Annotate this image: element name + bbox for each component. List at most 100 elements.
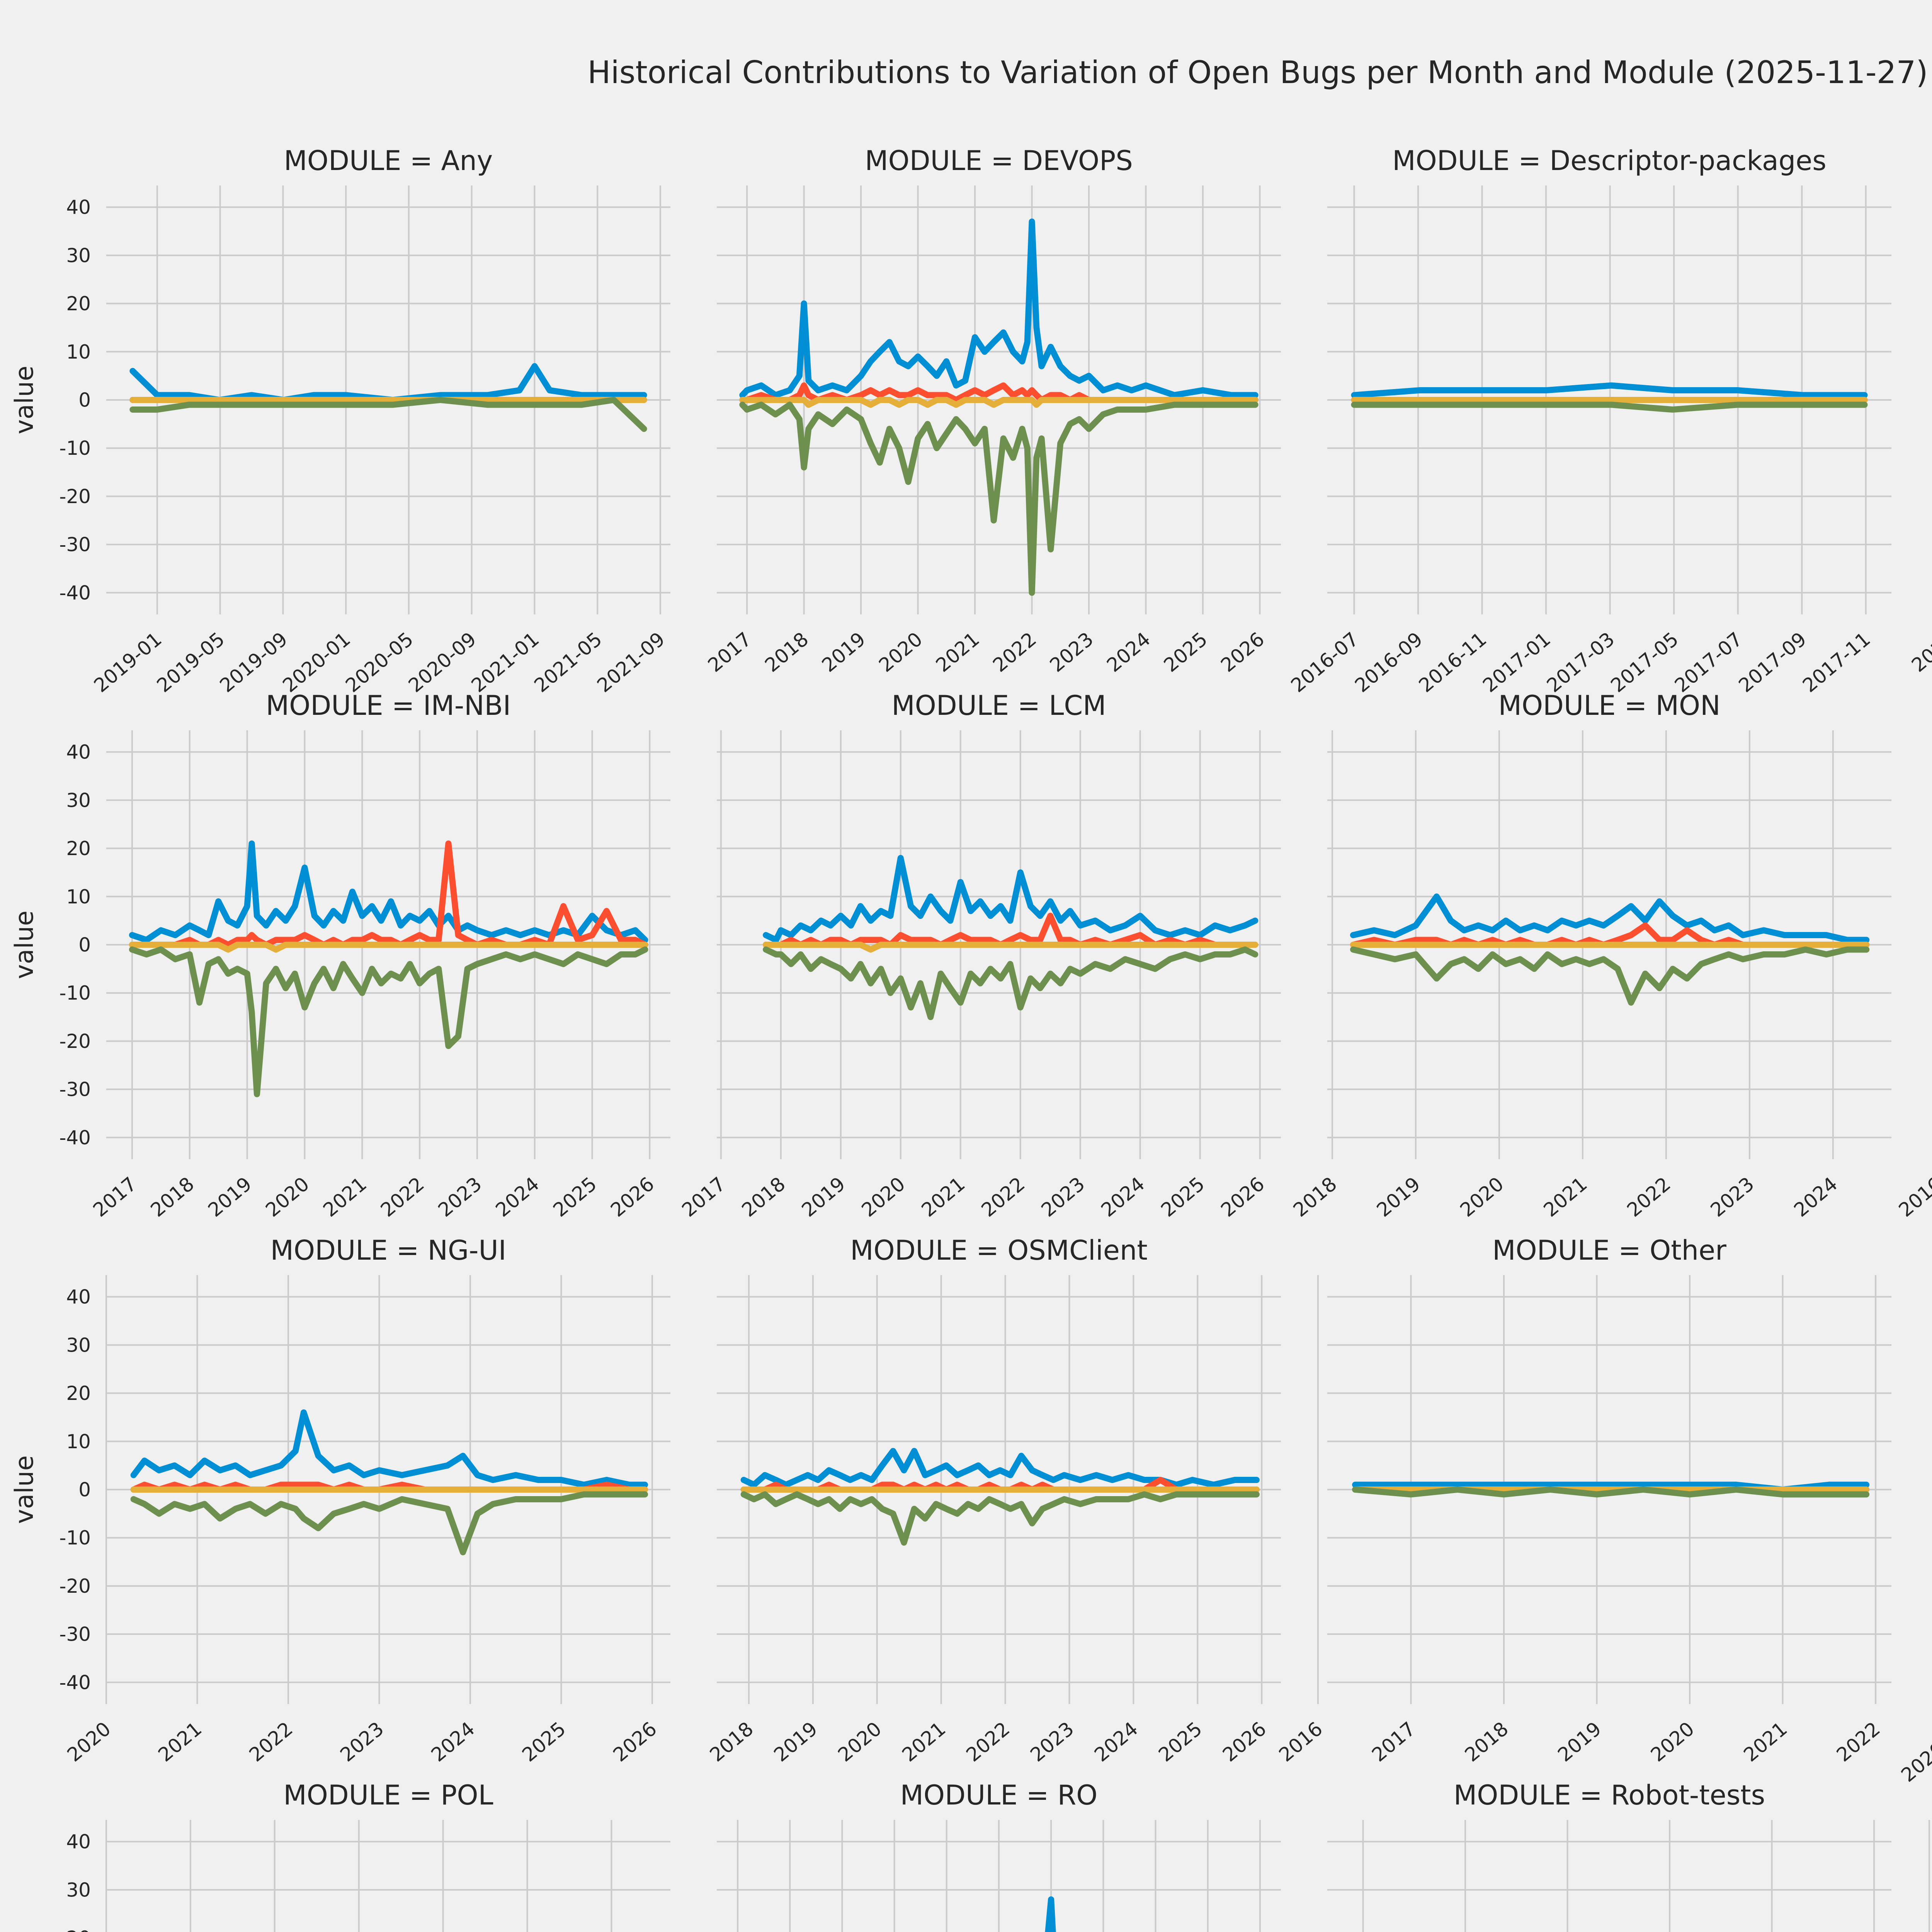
series-OPENED	[1351, 382, 1868, 398]
x-tick-label: 2021	[154, 1718, 206, 1766]
x-tick-label: 2020	[261, 1173, 313, 1221]
y-tick-label: -40	[59, 1126, 91, 1149]
x-tick-label: 2026	[1218, 1718, 1270, 1766]
y-tick-label: -30	[59, 1623, 91, 1646]
x-tick-label: 2023	[1026, 1718, 1078, 1766]
series-CLOSED	[129, 946, 648, 1097]
y-tick-label: 30	[66, 1334, 91, 1356]
series-CLOSED	[1351, 401, 1868, 413]
x-tick-label: 2021	[319, 1173, 371, 1221]
facet-Any: 2019-012019-052019-092020-012020-052020-…	[10, 145, 670, 697]
x-tick-label: 2019	[1372, 1173, 1425, 1221]
facet-OSMClient: 2018 2019 2020 2021 2022 2023 2024 2025 2026 MODU…	[706, 1235, 1281, 1766]
x-tick-label: 2022	[1832, 1718, 1884, 1766]
y-tick-label: 20	[66, 1927, 91, 1932]
series-OPENED	[129, 840, 648, 943]
y-tick-label: 30	[66, 789, 91, 811]
facet-title: MODULE = OSMClient	[850, 1235, 1148, 1266]
y-axis-label: value	[10, 910, 39, 979]
series-CLOSED	[129, 397, 647, 432]
x-tick-label: 2025	[1160, 628, 1212, 677]
y-tick-label: 0	[78, 934, 91, 956]
x-tick-label: 2018	[706, 1718, 758, 1766]
x-tick-label: 2024	[1097, 1173, 1149, 1221]
x-tick-label: 2022	[962, 1718, 1014, 1766]
x-tick-label: 2019	[770, 1718, 822, 1766]
x-tick-label: 2020-07	[1897, 1718, 1932, 1787]
x-tick-label: 2021-01	[467, 628, 543, 697]
x-tick-label: 2017	[89, 1173, 141, 1221]
series-CLOSED	[739, 401, 1259, 596]
facet-title: MODULE = NG-UI	[270, 1235, 507, 1266]
x-tick-label: 2020-09	[404, 628, 480, 697]
series-CLOSED	[130, 1491, 648, 1556]
series-FALSE_CLOSED	[763, 942, 1259, 953]
x-tick-label: 2020	[1646, 1718, 1699, 1766]
x-tick-label: 2021	[898, 1718, 950, 1766]
y-tick-label: -20	[59, 1575, 91, 1597]
x-tick-label: 2019	[818, 628, 870, 677]
facet-NG-UI: 2020 2021 2022 2023 2024 2025 2026 MODULE = NG-…	[10, 1235, 670, 1766]
y-tick-label: 20	[66, 837, 91, 860]
y-tick-label: -20	[59, 485, 91, 508]
y-tick-label: -30	[59, 1078, 91, 1101]
y-tick-label: 20	[66, 1382, 91, 1405]
x-tick-label: 2017-01	[1478, 628, 1554, 697]
series-CLOSED	[763, 946, 1259, 1020]
y-tick-label: 10	[66, 886, 91, 908]
x-tick-label: 2025	[549, 1173, 601, 1221]
y-tick-label: 40	[66, 741, 91, 764]
x-tick-label: 2016	[1895, 1173, 1932, 1221]
facet-title: MODULE = RO	[900, 1779, 1098, 1811]
facet-title: MODULE = POL	[283, 1779, 493, 1811]
facet-LCM: 2017 2018 2019 2020 2021 2022 2023 2024 2025 2026…	[678, 690, 1281, 1221]
x-tick-label: 2023	[1706, 1173, 1759, 1221]
x-tick-label: 2020-01	[279, 628, 355, 697]
x-tick-label: 2026	[1217, 1173, 1269, 1221]
x-tick-label: 2023	[1037, 1173, 1089, 1221]
y-tick-label: -40	[59, 1671, 91, 1694]
x-tick-label: 2019	[1554, 1718, 1606, 1766]
x-tick-label: 2021-05	[530, 628, 606, 697]
x-tick-label: 2020	[857, 1173, 910, 1221]
x-tick-label: 2026	[1216, 628, 1269, 677]
series-FALSE_CLOSED	[739, 397, 1259, 408]
x-tick-label: 2020	[875, 628, 927, 677]
x-tick-label: 2016	[1275, 1718, 1327, 1766]
x-tick-label: 2017-11	[1798, 628, 1874, 697]
x-tick-label: 2018	[761, 628, 813, 677]
x-tick-label: 2023	[336, 1718, 388, 1766]
x-tick-label: 2025	[1154, 1718, 1206, 1766]
x-tick-label: 2023	[434, 1173, 486, 1221]
facet-PLA: 2020-072020-102021-012021-042021-072021-…	[1897, 1718, 1932, 1787]
y-tick-label: 0	[78, 389, 91, 412]
x-tick-label: 2022	[977, 1173, 1029, 1221]
x-tick-label: 2017-05	[1607, 628, 1683, 697]
x-tick-label: 2017-07	[1670, 628, 1747, 697]
x-tick-label: 2024	[1102, 628, 1155, 677]
y-tick-label: 20	[66, 293, 91, 315]
series-OPENED	[740, 1448, 1260, 1488]
x-tick-label: 2016	[1907, 628, 1932, 677]
x-tick-label: 2019-05	[153, 628, 229, 697]
x-tick-label: 2020	[1456, 1173, 1508, 1221]
figure-title: Historical Contributions to Variation of…	[587, 54, 1928, 90]
x-tick-label: 2026	[609, 1718, 661, 1766]
x-tick-label: 2017-09	[1735, 628, 1811, 697]
facet-Descriptor-packages: 2016-072016-092016-112017-012017-032017-…	[1287, 145, 1891, 697]
x-tick-label: 2024	[492, 1173, 544, 1221]
series-CLOSED	[740, 1491, 1260, 1546]
y-tick-label: 10	[66, 341, 91, 363]
x-tick-label: 2023	[1046, 628, 1098, 677]
x-tick-label: 2021	[932, 628, 984, 677]
x-tick-label: 2020	[834, 1718, 886, 1766]
x-tick-label: 2024	[427, 1718, 479, 1766]
y-axis-label: value	[10, 1455, 39, 1524]
y-tick-label: 40	[66, 1831, 91, 1853]
y-tick-label: -10	[59, 982, 91, 1004]
facet-RO: 2016201720182019202020212022202320242025…	[717, 1779, 1281, 1932]
x-tick-label: 2018	[1461, 1718, 1513, 1766]
y-tick-label: -40	[59, 582, 91, 604]
